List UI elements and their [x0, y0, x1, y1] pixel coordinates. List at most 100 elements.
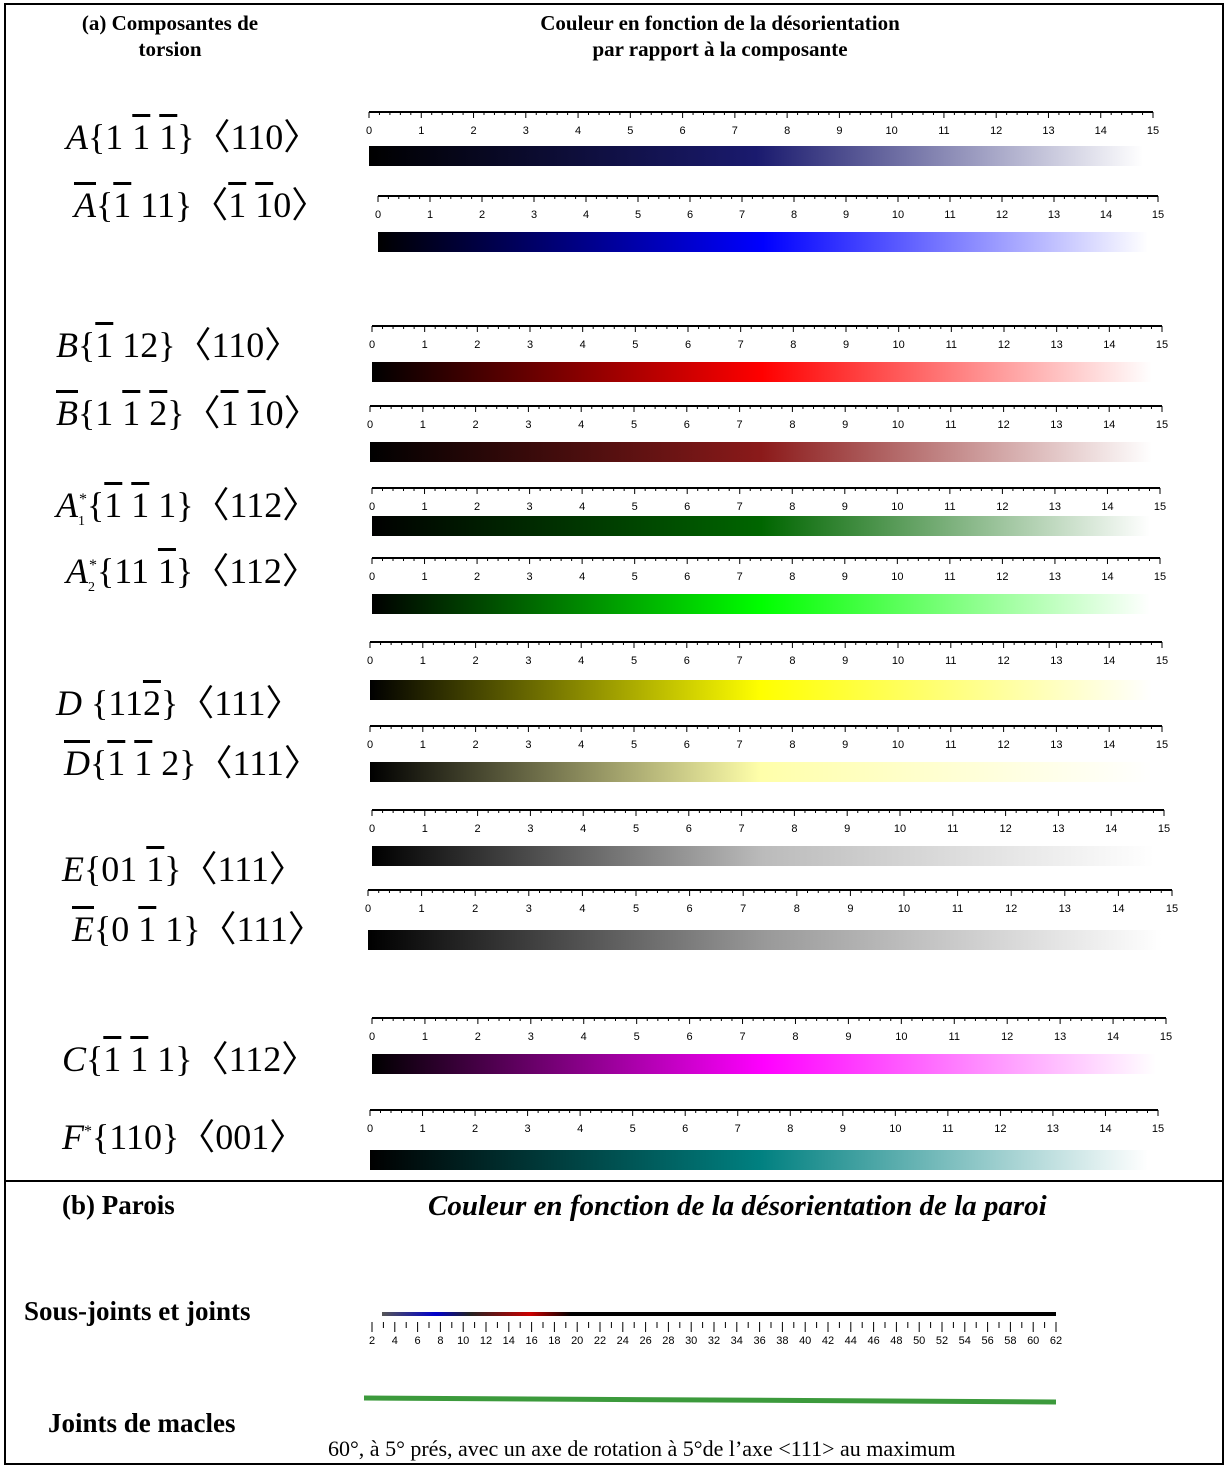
- scale-tick-label: 7: [735, 1123, 741, 1135]
- section-divider: [4, 1180, 1224, 1182]
- wall-scale-tick-label: 48: [890, 1335, 902, 1347]
- scale-tick-label: 2: [472, 903, 478, 915]
- scale-tick-label: 15: [1154, 571, 1166, 583]
- wall-scale-tick-label: 46: [867, 1335, 879, 1347]
- scale-tick-label: 11: [944, 501, 955, 513]
- wall-label-subgrain: Sous-joints et joints: [24, 1296, 251, 1326]
- scale-tick-label: 5: [634, 1031, 640, 1043]
- scale-tick-label: 10: [892, 209, 904, 221]
- scale-tick-label: 10: [889, 1123, 901, 1135]
- wall-scale-tick-label: 12: [480, 1335, 492, 1347]
- scale-tick-label: 11: [938, 125, 949, 137]
- scale-tick-label: 10: [895, 1031, 907, 1043]
- scale-tick-label: 4: [575, 125, 581, 137]
- scale-tick-label: 15: [1160, 1031, 1172, 1043]
- scale-tick-label: 2: [475, 823, 481, 835]
- scale-tick-label: 2: [472, 1123, 478, 1135]
- wall-scale-tick-label: 4: [392, 1335, 398, 1347]
- scale-tick-label: 14: [1103, 655, 1115, 667]
- scale-tick-label: 15: [1156, 339, 1168, 351]
- scale-tick-label: 9: [844, 823, 850, 835]
- wall-scale-tick-label: 54: [959, 1335, 971, 1347]
- scale-tick-label: 9: [843, 339, 849, 351]
- scale-tick-label: 2: [474, 571, 480, 583]
- wall-scale-tick-label: 58: [1004, 1335, 1016, 1347]
- wall-scale-tick-label: 40: [799, 1335, 811, 1347]
- scale-tick-label: 6: [684, 501, 690, 513]
- column-header-colors: Couleur en fonction de la désorientation…: [420, 10, 1020, 62]
- scale-tick-label: 1: [422, 1031, 428, 1043]
- scale-tick-label: 11: [944, 209, 955, 221]
- scale-tick-label: 5: [630, 1123, 636, 1135]
- scale-tick-label: 3: [527, 339, 533, 351]
- header-line: Couleur en fonction de la désorientation: [540, 11, 900, 35]
- scale-tick-label: 5: [632, 339, 638, 351]
- scale-tick-label: 4: [578, 419, 584, 431]
- scale-tick-label: 1: [422, 339, 428, 351]
- scale-tick-label: 1: [420, 739, 426, 751]
- component-label-B-bar: B{1 1 2}〈1 10〉: [56, 393, 320, 433]
- component-label-E: E{01 1}〈111〉: [62, 849, 305, 889]
- wall-scale-tick-label: 42: [822, 1335, 834, 1347]
- scale-tick-label: 2: [473, 655, 479, 667]
- scale-tick-label: 8: [794, 903, 800, 915]
- scale-tick-label: 10: [886, 125, 898, 137]
- scale-tick-label: 12: [990, 125, 1002, 137]
- wall-scale-tick-label: 26: [639, 1335, 651, 1347]
- wall-scale-tick-label: 10: [457, 1335, 469, 1347]
- wall-scale-tick-label: 18: [548, 1335, 560, 1347]
- scale-tick-label: 3: [531, 209, 537, 221]
- scale-tick-label: 11: [945, 739, 956, 751]
- scale-tick-label: 3: [523, 125, 529, 137]
- scale-tick-label: 1: [419, 903, 425, 915]
- scale-tick-label: 0: [369, 571, 375, 583]
- scale-tick-label: 0: [369, 823, 375, 835]
- scale-tick-label: 1: [420, 419, 426, 431]
- scale-tick-label: 6: [687, 209, 693, 221]
- scale-tick-label: 14: [1107, 1031, 1119, 1043]
- scale-tick-label: 2: [475, 1031, 481, 1043]
- scale-tick-label: 13: [1048, 209, 1060, 221]
- scale-tick-label: 2: [473, 739, 479, 751]
- scale-tick-label: 3: [525, 1123, 531, 1135]
- scale-tick-label: 5: [627, 125, 633, 137]
- scale-tick-label: 11: [947, 823, 958, 835]
- color-gradient-bar: [372, 594, 1150, 614]
- scale-tick-label: 10: [891, 501, 903, 513]
- scale-tick-label: 0: [369, 339, 375, 351]
- scale-tick-label: 10: [893, 339, 905, 351]
- scale-tick-label: 7: [737, 571, 743, 583]
- scale-tick-label: 9: [845, 1031, 851, 1043]
- wall-scale-tick-label: 22: [594, 1335, 606, 1347]
- scale-tick-label: 14: [1095, 125, 1107, 137]
- twin-note: 60°, à 5° prés, avec un axe de rotation …: [328, 1436, 956, 1461]
- scale-tick-label: 5: [635, 209, 641, 221]
- scale-tick-label: 3: [527, 823, 533, 835]
- scale-tick-label: 1: [422, 823, 428, 835]
- scale-tick-label: 7: [737, 655, 743, 667]
- scale-tick-label: 14: [1103, 739, 1115, 751]
- scale-tick-label: 12: [996, 571, 1008, 583]
- component-label-D: D {112}〈111〉: [56, 683, 302, 723]
- scale-tick-label: 13: [1050, 739, 1062, 751]
- component-label-C: C{1 1 1}〈112〉: [62, 1039, 318, 1079]
- scale-tick-label: 8: [791, 823, 797, 835]
- scale-tick-label: 4: [578, 655, 584, 667]
- scale-tick-label: 5: [633, 823, 639, 835]
- scale-tick-label: 12: [997, 419, 1009, 431]
- scale-tick-label: 15: [1147, 125, 1159, 137]
- scale-tick-label: 12: [999, 823, 1011, 835]
- scale-tick-label: 4: [581, 1031, 587, 1043]
- scale-tick-label: 2: [473, 419, 479, 431]
- scale-tick-label: 3: [525, 655, 531, 667]
- scale-tick-label: 11: [944, 571, 955, 583]
- scale-tick-label: 9: [843, 209, 849, 221]
- scale-tick-label: 5: [631, 655, 637, 667]
- component-label-F-star: F*{110}〈001〉: [62, 1117, 306, 1157]
- scale-tick-label: 14: [1101, 501, 1113, 513]
- wall-scale-tick-label: 2: [369, 1335, 375, 1347]
- scale-tick-label: 5: [631, 419, 637, 431]
- section-b-subtitle: Couleur en fonction de la désorientation…: [428, 1190, 1047, 1222]
- scale-tick-label: 10: [892, 419, 904, 431]
- component-label-A: A{1 1 1}〈110〉: [66, 117, 320, 157]
